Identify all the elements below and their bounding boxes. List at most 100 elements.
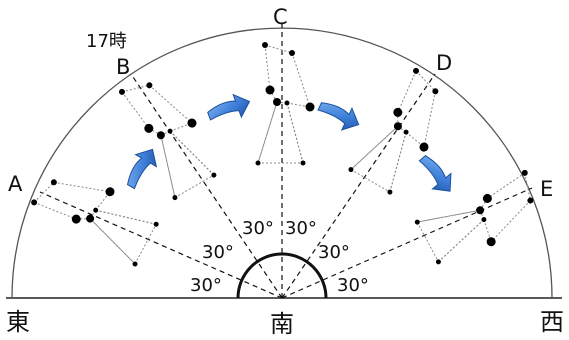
star	[284, 100, 290, 106]
star	[71, 214, 81, 224]
motion-arrows	[126, 93, 452, 192]
angle-label-4: 30°	[285, 218, 317, 239]
motion-arrow-4-icon	[418, 155, 452, 192]
constellation-line	[416, 221, 439, 263]
constellation-line	[350, 169, 391, 193]
star	[132, 261, 138, 267]
star	[305, 102, 315, 112]
star	[419, 142, 429, 152]
star	[153, 221, 159, 227]
point-label-d: D	[436, 51, 452, 75]
direction-south: 南	[270, 310, 294, 338]
star	[156, 131, 165, 140]
constellation-line	[438, 219, 485, 263]
star	[86, 214, 95, 223]
point-label-a: A	[8, 172, 23, 196]
constellation-line	[389, 131, 407, 193]
star	[93, 207, 99, 213]
point-label-b: B	[116, 55, 130, 79]
star	[119, 88, 126, 95]
angle-label-3: 30°	[242, 218, 274, 239]
motion-arrow-1-icon	[126, 148, 158, 190]
constellation-c	[255, 42, 315, 166]
time-label: 17時	[86, 31, 127, 52]
constellation-d	[348, 67, 439, 195]
star	[432, 88, 439, 95]
constellation-line	[490, 200, 531, 243]
star	[211, 172, 217, 178]
star	[105, 187, 115, 197]
star	[486, 237, 496, 247]
constellation-line	[95, 209, 157, 225]
constellation-line	[89, 218, 136, 265]
constellation-line	[160, 135, 176, 198]
star	[348, 167, 354, 173]
constellation-line	[169, 130, 215, 176]
star	[476, 206, 485, 215]
star	[50, 179, 57, 186]
constellation-line	[286, 102, 304, 164]
constellation-line	[291, 52, 311, 108]
angle-label-2: 30°	[202, 242, 234, 263]
constellation-line	[257, 101, 278, 164]
constellation-line	[53, 181, 111, 193]
constellation-line	[160, 135, 176, 198]
constellation-a	[31, 179, 159, 267]
radial-lines	[39, 24, 533, 299]
star	[403, 129, 409, 135]
star	[413, 67, 420, 74]
star	[144, 123, 154, 133]
direction-west: 西	[540, 308, 564, 336]
observer-arc	[236, 252, 328, 299]
star	[289, 50, 295, 56]
constellation-line	[169, 130, 215, 176]
constellation-line	[438, 219, 485, 263]
constellation-line	[264, 44, 293, 54]
constellation-line	[33, 201, 77, 220]
constellation-line	[121, 84, 150, 93]
constellation-line	[487, 172, 526, 199]
star	[521, 169, 528, 176]
constellation-line	[397, 70, 417, 113]
constellations	[31, 42, 534, 267]
star	[414, 219, 420, 225]
constellation-line	[95, 209, 157, 225]
angle-label-5: 30°	[318, 242, 350, 263]
point-label-c: C	[273, 5, 288, 29]
angle-label-1: 30°	[190, 275, 222, 296]
motion-arrow-2-icon	[207, 93, 251, 121]
star	[393, 122, 402, 131]
star	[300, 160, 306, 166]
point-label-e: E	[540, 177, 553, 201]
star	[387, 189, 393, 195]
motion-arrow-3-icon	[317, 102, 360, 131]
angle-label-6: 30°	[337, 275, 369, 296]
constellation-line	[121, 91, 150, 129]
constellation-line	[415, 70, 436, 92]
constellation-line	[417, 209, 481, 223]
star	[273, 98, 281, 106]
star	[527, 197, 534, 204]
constellation-line	[149, 84, 193, 124]
constellation-line	[350, 125, 399, 170]
constellation-line	[89, 218, 136, 265]
star	[146, 82, 153, 89]
direction-east: 東	[6, 308, 30, 336]
constellation-e	[414, 169, 534, 265]
constellation-line	[134, 223, 157, 265]
star	[262, 42, 268, 48]
star	[172, 195, 178, 201]
constellation-line	[264, 44, 271, 91]
line-to-a	[39, 191, 283, 299]
constellation-line	[33, 181, 55, 203]
star	[167, 128, 173, 134]
star	[435, 259, 441, 265]
constellation-line	[257, 101, 278, 164]
star	[187, 118, 197, 128]
star	[482, 193, 492, 203]
star	[255, 160, 261, 166]
constellation-line	[350, 125, 399, 170]
star	[31, 199, 38, 206]
star	[265, 85, 275, 95]
